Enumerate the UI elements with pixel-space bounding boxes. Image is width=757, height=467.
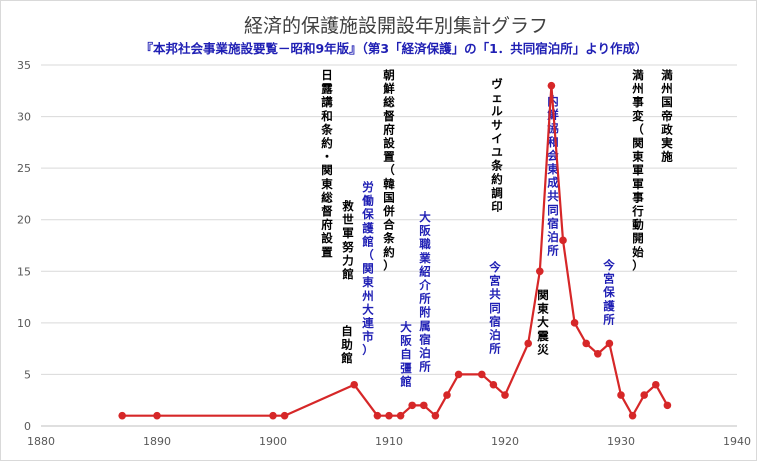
y-tick-label: 10 [17, 317, 31, 330]
annotation-label: 労働保護館（関東州大連市） [361, 180, 374, 357]
data-point [594, 350, 602, 358]
x-tick-label: 1900 [259, 435, 287, 448]
data-point [396, 411, 405, 420]
data-point [153, 411, 161, 420]
x-tick-label: 1930 [607, 435, 635, 448]
data-point [582, 339, 590, 348]
x-tick-label: 1940 [723, 435, 751, 448]
data-point [431, 411, 440, 420]
data-point [280, 411, 289, 420]
data-point [605, 339, 614, 348]
annotation-label: 満州国帝政実施 [660, 68, 673, 164]
x-tick-label: 1920 [491, 435, 519, 448]
data-point [350, 380, 359, 389]
y-tick-label: 35 [17, 59, 31, 72]
data-point [118, 411, 126, 420]
data-point [524, 339, 532, 348]
annotation-label: 日露講和条約・関東総督府設置 [320, 68, 333, 259]
data-point [385, 411, 393, 420]
annotation-label: 満州事変（関東軍軍事行動開始） [631, 68, 644, 272]
data-point [652, 380, 660, 389]
data-point [570, 319, 579, 327]
series-polyline [122, 84, 669, 417]
annotation-label: 今宮保護所 [602, 258, 615, 326]
annotation-label: ヴェルサイユ条約調印 [490, 77, 503, 213]
data-point [617, 391, 625, 399]
annotation-label: 関東大震災 [536, 288, 549, 356]
data-point [373, 411, 382, 420]
data-point [478, 370, 486, 379]
data-point [536, 267, 544, 276]
data-point [408, 401, 417, 410]
x-tick-label: 1910 [375, 435, 403, 448]
y-tick-label: 30 [17, 111, 31, 124]
annotation-label: 大阪自彊館 [399, 320, 412, 388]
x-tick-label: 1890 [143, 435, 171, 448]
data-point [489, 380, 498, 389]
annotation-label: 自助館 [340, 324, 353, 365]
annotation-label: 今宮共同宿泊所 [488, 260, 501, 356]
series-line [118, 81, 672, 420]
data-point [501, 391, 509, 399]
y-tick-label: 0 [24, 420, 31, 433]
y-tick-label: 5 [24, 368, 31, 381]
data-point [269, 411, 277, 420]
y-tick-label: 20 [17, 214, 31, 227]
y-axis: 0 5 10 15 20 25 30 35 [17, 59, 31, 433]
chart-title: 経済的保護施設開設年別集計グラフ [244, 15, 548, 37]
annotation-label: 救世軍努力館 [341, 199, 354, 281]
x-tick-label: 1880 [27, 435, 55, 448]
y-tick-label: 25 [17, 162, 31, 175]
gridlines [41, 64, 737, 427]
chart-subtitle: 『本邦社会事業施設要覧－昭和9年版』（第3「経済保護」の「1．共同宿泊所」より作… [140, 41, 647, 56]
annotation-label: 大阪職業紹介所附属宿泊所 [418, 210, 431, 374]
data-point [420, 401, 428, 410]
y-tick-label: 15 [17, 265, 31, 278]
data-point [547, 81, 556, 90]
data-point [559, 236, 567, 245]
data-point [454, 370, 463, 379]
data-point [640, 391, 648, 399]
data-point [628, 411, 637, 420]
data-point [663, 401, 672, 410]
data-point [443, 391, 451, 399]
annotation-label: 朝鮮総督府設置（韓国併合条約） [382, 68, 395, 272]
x-axis: 1880 1890 1900 1910 1920 1930 1940 [27, 435, 751, 448]
